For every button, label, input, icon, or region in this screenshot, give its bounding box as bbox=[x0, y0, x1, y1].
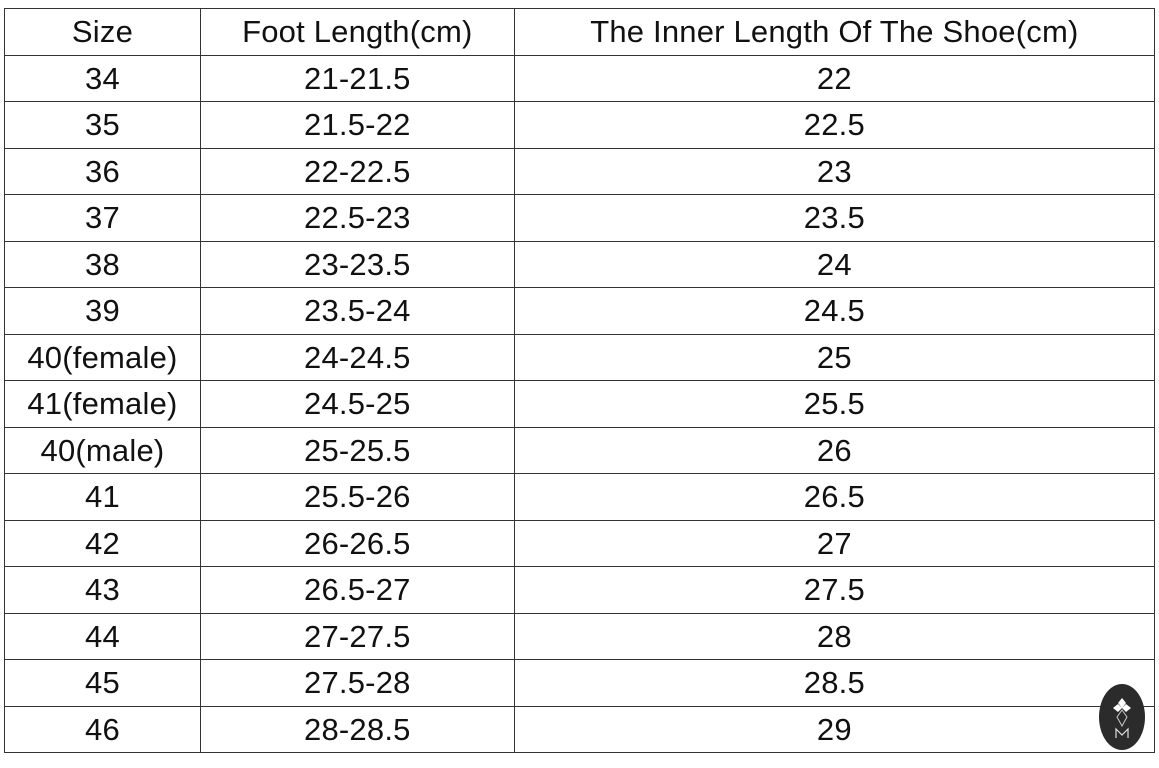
size-cell: 44 bbox=[4, 612, 201, 660]
size-cell: 40(male) bbox=[4, 426, 201, 474]
inner-length-cell: 24 bbox=[513, 240, 1156, 288]
inner-length-cell: 26 bbox=[513, 426, 1156, 474]
size-chart-table: Size Foot Length(cm) The Inner Length Of… bbox=[4, 8, 1156, 753]
foot-length-cell: 27-27.5 bbox=[199, 612, 515, 660]
foot-length-cell: 26-26.5 bbox=[199, 519, 515, 567]
foot-length-cell: 24-24.5 bbox=[199, 333, 515, 381]
table-row: 41 25.5-26 26.5 bbox=[4, 473, 1156, 521]
foot-length-cell: 21-21.5 bbox=[199, 54, 515, 102]
table-row: 42 26-26.5 27 bbox=[4, 519, 1156, 567]
inner-length-cell: 27 bbox=[513, 519, 1156, 567]
table-row: 41(female) 24.5-25 25.5 bbox=[4, 380, 1156, 428]
inner-length-cell: 27.5 bbox=[513, 566, 1156, 614]
inner-length-cell: 24.5 bbox=[513, 287, 1156, 335]
foot-length-cell: 23.5-24 bbox=[199, 287, 515, 335]
size-cell: 41(female) bbox=[4, 380, 201, 428]
table-row: 36 22-22.5 23 bbox=[4, 147, 1156, 195]
header-row: Size Foot Length(cm) The Inner Length Of… bbox=[4, 8, 1156, 56]
header-size: Size bbox=[4, 8, 201, 56]
inner-length-cell: 25 bbox=[513, 333, 1156, 381]
size-cell: 42 bbox=[4, 519, 201, 567]
table-row: 35 21.5-22 22.5 bbox=[4, 101, 1156, 149]
size-cell: 37 bbox=[4, 194, 201, 242]
inner-length-cell: 26.5 bbox=[513, 473, 1156, 521]
size-cell: 39 bbox=[4, 287, 201, 335]
table-row: 40(male) 25-25.5 26 bbox=[4, 426, 1156, 474]
inner-length-cell: 23.5 bbox=[513, 194, 1156, 242]
foot-length-cell: 25.5-26 bbox=[199, 473, 515, 521]
table-row: 46 28-28.5 29 bbox=[4, 705, 1156, 753]
foot-length-cell: 22-22.5 bbox=[199, 147, 515, 195]
table-row: 38 23-23.5 24 bbox=[4, 240, 1156, 288]
table-row: 45 27.5-28 28.5 bbox=[4, 659, 1156, 707]
foot-length-cell: 22.5-23 bbox=[199, 194, 515, 242]
inner-length-cell: 28.5 bbox=[513, 659, 1156, 707]
inner-length-cell: 25.5 bbox=[513, 380, 1156, 428]
size-cell: 34 bbox=[4, 54, 201, 102]
header-inner-length: The Inner Length Of The Shoe(cm) bbox=[513, 8, 1156, 56]
inner-length-cell: 28 bbox=[513, 612, 1156, 660]
table-row: 37 22.5-23 23.5 bbox=[4, 194, 1156, 242]
brand-logo-icon bbox=[1099, 684, 1145, 750]
header-foot-length: Foot Length(cm) bbox=[199, 8, 515, 56]
table-row: 44 27-27.5 28 bbox=[4, 612, 1156, 660]
size-cell: 45 bbox=[4, 659, 201, 707]
table-row: 39 23.5-24 24.5 bbox=[4, 287, 1156, 335]
foot-length-cell: 24.5-25 bbox=[199, 380, 515, 428]
size-cell: 35 bbox=[4, 101, 201, 149]
size-cell: 41 bbox=[4, 473, 201, 521]
foot-length-cell: 28-28.5 bbox=[199, 705, 515, 753]
table-row: 40(female) 24-24.5 25 bbox=[4, 333, 1156, 381]
size-cell: 43 bbox=[4, 566, 201, 614]
table-row: 34 21-21.5 22 bbox=[4, 54, 1156, 102]
size-cell: 46 bbox=[4, 705, 201, 753]
inner-length-cell: 23 bbox=[513, 147, 1156, 195]
size-cell: 36 bbox=[4, 147, 201, 195]
size-cell: 38 bbox=[4, 240, 201, 288]
inner-length-cell: 22 bbox=[513, 54, 1156, 102]
foot-length-cell: 26.5-27 bbox=[199, 566, 515, 614]
foot-length-cell: 25-25.5 bbox=[199, 426, 515, 474]
foot-length-cell: 23-23.5 bbox=[199, 240, 515, 288]
foot-length-cell: 27.5-28 bbox=[199, 659, 515, 707]
inner-length-cell: 29 bbox=[513, 705, 1156, 753]
foot-length-cell: 21.5-22 bbox=[199, 101, 515, 149]
inner-length-cell: 22.5 bbox=[513, 101, 1156, 149]
table-row: 43 26.5-27 27.5 bbox=[4, 566, 1156, 614]
size-cell: 40(female) bbox=[4, 333, 201, 381]
